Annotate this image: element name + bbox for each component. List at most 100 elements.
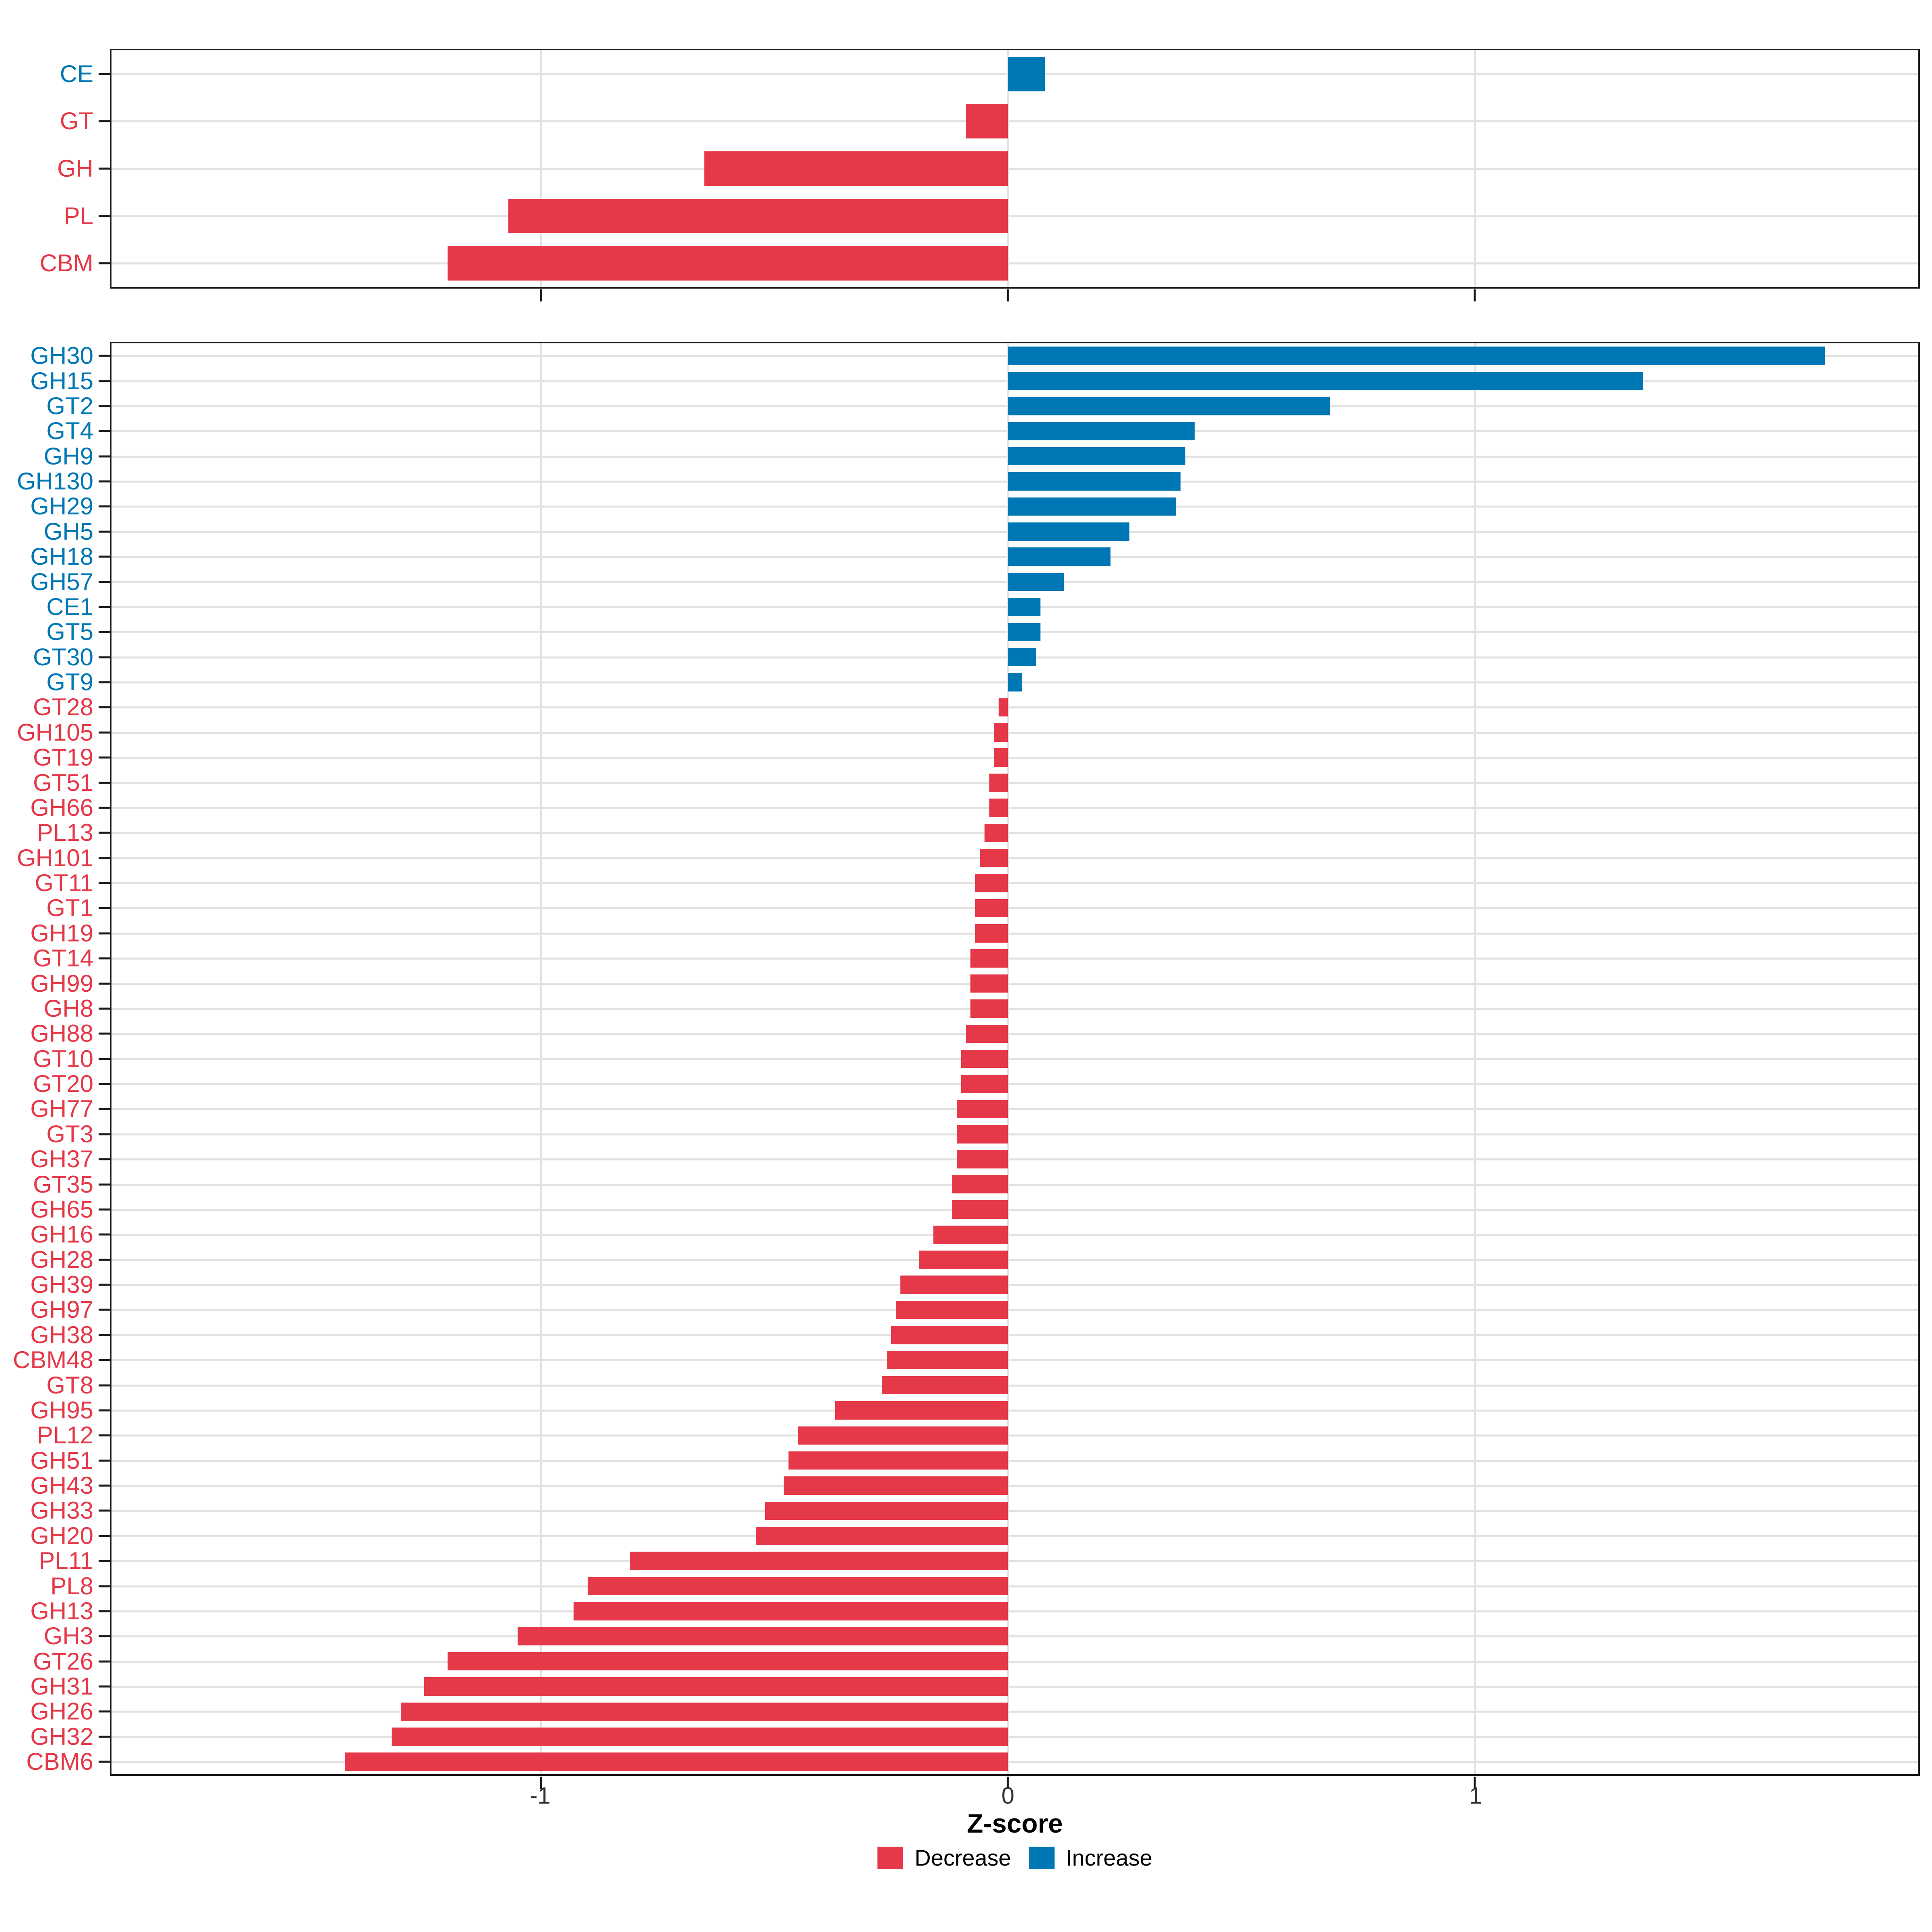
horizontal-gridline [111, 1510, 1918, 1512]
x-tick-label--1: -1 [530, 1783, 551, 1809]
horizontal-gridline [111, 1183, 1918, 1186]
category-label-GT4: GT4 [46, 417, 93, 445]
category-label-GH77: GH77 [30, 1095, 93, 1123]
row-GT20: GT20 [33, 1071, 1918, 1096]
y-tick-GT8 [99, 1384, 110, 1387]
bar-GH51 [788, 1451, 1008, 1470]
vertical-gridline-0 [1007, 50, 1009, 287]
row-GT8: GT8 [46, 1373, 1918, 1397]
horizontal-gridline [111, 832, 1918, 834]
row-GH30: GH30 [30, 343, 1918, 368]
horizontal-gridline [111, 1334, 1918, 1336]
bar-GT2 [1008, 397, 1330, 415]
horizontal-gridline [111, 932, 1918, 935]
category-label-CBM6: CBM6 [26, 1748, 93, 1775]
bar-GH38 [891, 1326, 1008, 1344]
bar-GH19 [975, 924, 1008, 943]
row-GH29: GH29 [30, 494, 1918, 519]
category-label-GH37: GH37 [30, 1146, 93, 1173]
category-label-GH97: GH97 [30, 1296, 93, 1323]
y-tick-GT14 [99, 957, 110, 960]
horizontal-gridline [111, 1384, 1918, 1387]
horizontal-gridline [111, 706, 1918, 709]
row-GH26: GH26 [30, 1699, 1918, 1724]
horizontal-gridline [111, 1686, 1918, 1688]
row-GH18: GH18 [30, 544, 1918, 569]
horizontal-gridline [111, 1560, 1918, 1563]
category-label-GH30: GH30 [30, 342, 93, 369]
y-tick-PL11 [99, 1560, 110, 1562]
horizontal-gridline [111, 1610, 1918, 1612]
y-tick-GH16 [99, 1233, 110, 1236]
y-tick-GH26 [99, 1710, 110, 1713]
bar-GH43 [784, 1476, 1008, 1495]
row-GH57: GH57 [30, 569, 1918, 594]
vertical-gridline-1 [1474, 343, 1476, 1774]
category-label-GT9: GT9 [46, 669, 93, 696]
row-GT: GT [60, 98, 1918, 145]
y-tick-GH15 [99, 380, 110, 382]
category-rows: CE GT GH PL CBM [40, 50, 1918, 287]
row-GT2: GT2 [46, 394, 1918, 419]
y-tick-GH3 [99, 1635, 110, 1637]
y-tick-GH33 [99, 1509, 110, 1512]
x-tick--1 [540, 289, 542, 301]
row-GT30: GT30 [33, 645, 1918, 670]
row-GH97: GH97 [30, 1297, 1918, 1322]
horizontal-gridline [111, 882, 1918, 885]
horizontal-gridline [111, 1058, 1918, 1060]
y-tick-PL [99, 215, 110, 217]
horizontal-gridline [111, 857, 1918, 859]
y-tick-GH101 [99, 857, 110, 859]
bar-GT14 [970, 949, 1008, 968]
category-label-GH130: GH130 [17, 468, 93, 495]
category-label-CE1: CE1 [46, 593, 93, 620]
bar-GH30 [1008, 347, 1825, 365]
bar-GT8 [881, 1376, 1008, 1395]
category-label-CE: CE [60, 60, 93, 87]
y-tick-GT2 [99, 405, 110, 407]
y-tick-GH39 [99, 1284, 110, 1286]
category-label-GH16: GH16 [30, 1221, 93, 1248]
y-tick-GH51 [99, 1459, 110, 1462]
y-tick-GT35 [99, 1183, 110, 1186]
vertical-gridline-1 [1474, 50, 1476, 287]
vertical-gridline--1 [540, 343, 543, 1774]
y-tick-GH57 [99, 581, 110, 583]
x-tick--1 [540, 1777, 542, 1789]
y-tick-GH95 [99, 1409, 110, 1412]
y-tick-GH [99, 167, 110, 170]
horizontal-gridline [111, 1711, 1918, 1713]
bar-GH88 [966, 1024, 1008, 1043]
legend-item-increase: Increase [1028, 1847, 1152, 1869]
bar-PL13 [985, 824, 1008, 842]
bar-GH9 [1008, 447, 1185, 466]
row-CBM48: CBM48 [13, 1348, 1918, 1373]
y-tick-GH5 [99, 530, 110, 533]
category-label-GT30: GT30 [33, 643, 93, 671]
horizontal-gridline [111, 1259, 1918, 1261]
horizontal-gridline [111, 167, 1918, 170]
row-GH8: GH8 [44, 996, 1918, 1021]
family-detail-panel: GH30 GH15 GT2 GT4 GH9 GH130 GH29 GH5 GH18 GH57 CE1… [13, 342, 1920, 1789]
y-tick-GT10 [99, 1058, 110, 1060]
category-label-GT5: GT5 [46, 618, 93, 646]
y-tick-GH37 [99, 1158, 110, 1160]
x-axis-title: Z-score [967, 1808, 1063, 1838]
horizontal-gridline [111, 958, 1918, 960]
category-label-CBM48: CBM48 [12, 1346, 93, 1374]
category-label-GT28: GT28 [33, 694, 93, 721]
row-GH95: GH95 [30, 1398, 1918, 1423]
row-GH101: GH101 [17, 846, 1918, 871]
y-tick-GT3 [99, 1133, 110, 1135]
row-GH16: GH16 [30, 1222, 1918, 1247]
row-GT26: GT26 [33, 1649, 1918, 1674]
y-tick-GT28 [99, 706, 110, 708]
category-label-GH105: GH105 [17, 718, 93, 746]
bar-GH31 [424, 1677, 1008, 1696]
bar-GT11 [975, 874, 1008, 892]
y-tick-GH19 [99, 932, 110, 935]
legend-swatch-increase [1028, 1847, 1055, 1869]
y-tick-GT9 [99, 681, 110, 683]
